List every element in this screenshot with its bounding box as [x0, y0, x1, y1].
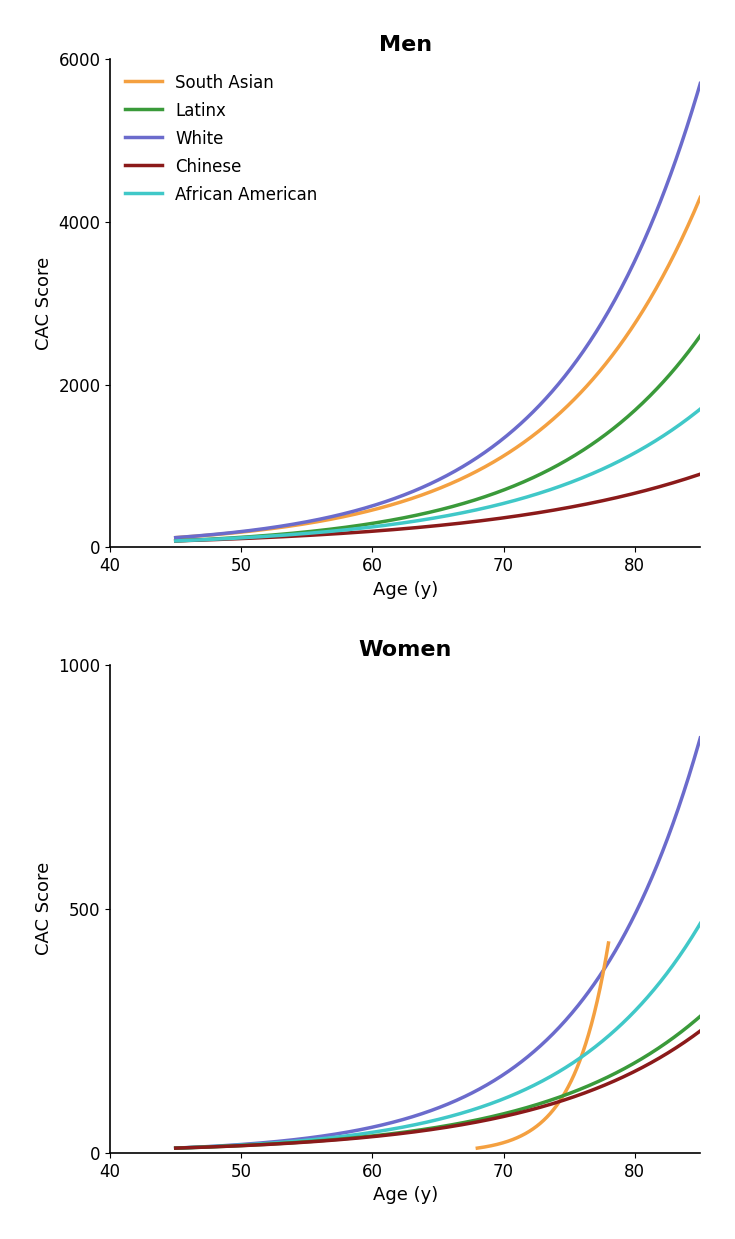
Title: Men: Men	[379, 35, 431, 55]
X-axis label: Age (y): Age (y)	[373, 1186, 438, 1204]
Y-axis label: CAC Score: CAC Score	[35, 862, 53, 955]
X-axis label: Age (y): Age (y)	[373, 581, 438, 598]
Y-axis label: CAC Score: CAC Score	[35, 256, 53, 349]
Title: Women: Women	[359, 641, 452, 660]
Legend: South Asian, Latinx, White, Chinese, African American: South Asian, Latinx, White, Chinese, Afr…	[118, 67, 324, 211]
